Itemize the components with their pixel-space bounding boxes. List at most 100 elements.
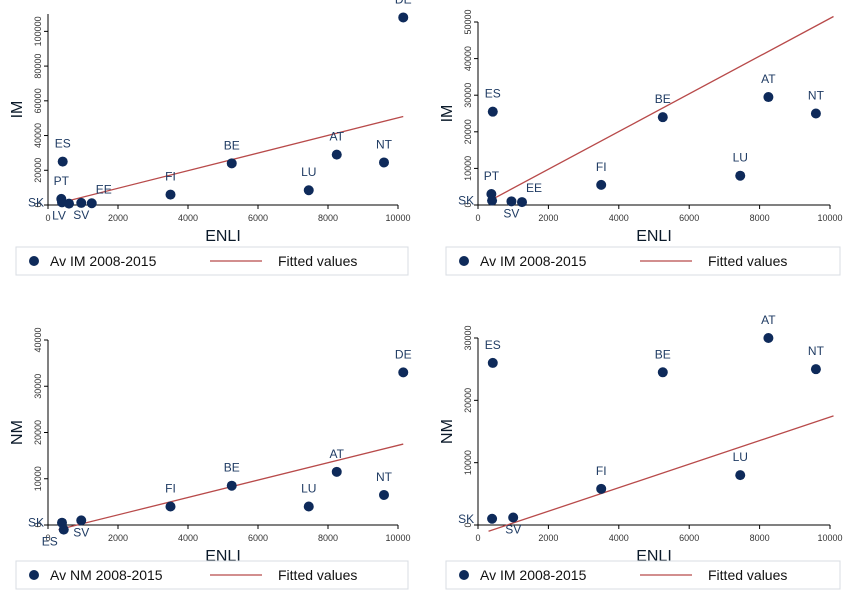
legend-label-fitted: Fitted values <box>278 567 357 583</box>
point-label: SK <box>458 512 474 526</box>
point-label: DE <box>395 0 412 6</box>
x-tick-label: 8000 <box>318 533 338 543</box>
y-tick-label: 0 <box>33 522 43 527</box>
x-tick-label: 0 <box>475 213 480 223</box>
data-point-es <box>57 156 68 167</box>
x-tick-label: 4000 <box>178 213 198 223</box>
point-label: FI <box>165 482 176 496</box>
fitted-line <box>488 415 834 532</box>
point-label: FI <box>596 160 607 174</box>
point-label: LU <box>733 450 748 464</box>
data-point-at <box>331 466 342 477</box>
point-label: BE <box>224 138 240 152</box>
legend: Av IM 2008-2015 Fitted values <box>15 246 409 276</box>
x-tick-label: 2000 <box>108 213 128 223</box>
point-label: EE <box>96 182 112 196</box>
point-label: FI <box>165 170 176 184</box>
x-tick-label: 4000 <box>609 213 629 223</box>
y-tick-label: 10000 <box>33 466 43 491</box>
point-label: NT <box>376 137 393 151</box>
data-point-de <box>398 367 409 378</box>
legend: Av IM 2008-2015 Fitted values <box>445 560 841 590</box>
point-label: FI <box>596 464 607 478</box>
y-tick-label: 10000 <box>463 450 473 475</box>
data-point-sv <box>506 196 517 207</box>
point-label: ES <box>485 338 501 352</box>
point-label: LU <box>733 151 748 165</box>
x-axis-title: ENLI <box>205 548 241 565</box>
y-tick-label: 20000 <box>33 420 43 445</box>
x-tick-label: 8000 <box>318 213 338 223</box>
point-label: NT <box>808 89 825 103</box>
data-point-ee <box>517 197 527 208</box>
x-tick-label: 0 <box>475 533 480 543</box>
y-tick-label: 100000 <box>33 16 43 46</box>
x-axis-title: ENLI <box>636 548 672 565</box>
x-tick-label: 8000 <box>750 533 770 543</box>
data-point-lu <box>303 185 314 196</box>
data-point-at <box>331 149 342 160</box>
x-tick-label: 4000 <box>178 533 198 543</box>
data-point-sv <box>76 197 87 208</box>
point-label: NT <box>376 470 393 484</box>
y-tick-label: 0 <box>463 202 473 207</box>
x-tick-label: 8000 <box>750 213 770 223</box>
point-label: AT <box>761 72 776 86</box>
legend-point-marker <box>29 570 39 580</box>
point-label: LV <box>52 209 66 223</box>
legend-point-marker <box>459 570 469 580</box>
point-label: BE <box>224 461 240 475</box>
data-point-de <box>398 12 409 23</box>
point-label: SV <box>503 206 519 220</box>
point-label: ES <box>42 535 58 549</box>
y-axis-title: IM <box>9 101 26 119</box>
y-tick-label: 20000 <box>33 158 43 183</box>
point-label: ES <box>485 87 501 101</box>
scatter-panel-3: 0 2000 4000 6000 8000 10000 0 10000 20000 30000 40… <box>9 327 412 590</box>
point-label: SV <box>73 208 89 222</box>
x-tick-label: 6000 <box>248 533 268 543</box>
data-point-lu <box>303 501 314 512</box>
data-point-lv <box>64 198 74 209</box>
data-point-lu <box>735 470 746 481</box>
x-tick-label: 2000 <box>538 213 558 223</box>
data-point-be <box>226 158 237 169</box>
y-tick-label: 10000 <box>463 156 473 181</box>
x-tick-label: 10000 <box>385 213 410 223</box>
data-point-sk <box>487 513 498 524</box>
y-tick-label: 30000 <box>463 325 473 350</box>
data-point-es <box>487 106 498 117</box>
legend-box <box>445 560 841 590</box>
y-tick-label: 50000 <box>463 9 473 34</box>
x-tick-label: 10000 <box>817 213 842 223</box>
point-label: AT <box>330 130 345 144</box>
data-point-fi <box>165 189 176 200</box>
legend-label-series: Av IM 2008-2015 <box>480 253 587 269</box>
legend: Av IM 2008-2015 Fitted values <box>445 246 841 276</box>
legend: Av NM 2008-2015 Fitted values <box>15 560 409 590</box>
point-label: LU <box>301 165 316 179</box>
x-tick-label: 0 <box>45 533 50 543</box>
data-point-fi <box>596 179 607 190</box>
point-label: PT <box>54 174 70 188</box>
y-tick-label: 40000 <box>33 327 43 352</box>
x-tick-label: 0 <box>45 213 50 223</box>
data-point-sv <box>76 515 87 526</box>
y-tick-label: 30000 <box>463 83 473 108</box>
legend-label-series: Av IM 2008-2015 <box>480 567 587 583</box>
x-axis-title: ENLI <box>636 228 672 245</box>
x-axis-title: ENLI <box>205 228 241 245</box>
scatter-panel-2: 0 2000 4000 6000 8000 10000 0 10000 20000 30000 40… <box>439 9 843 276</box>
y-tick-label: 20000 <box>463 119 473 144</box>
fitted-line <box>488 15 834 202</box>
data-point-lu <box>735 170 746 181</box>
y-tick-label: 0 <box>463 522 473 527</box>
point-label: LU <box>301 482 316 496</box>
y-axis-title: IM <box>439 105 456 123</box>
legend-point-marker <box>459 256 469 266</box>
point-label: DE <box>395 347 412 361</box>
legend-box <box>15 246 409 276</box>
data-point-ee <box>86 198 97 209</box>
y-tick-label: 30000 <box>33 374 43 399</box>
